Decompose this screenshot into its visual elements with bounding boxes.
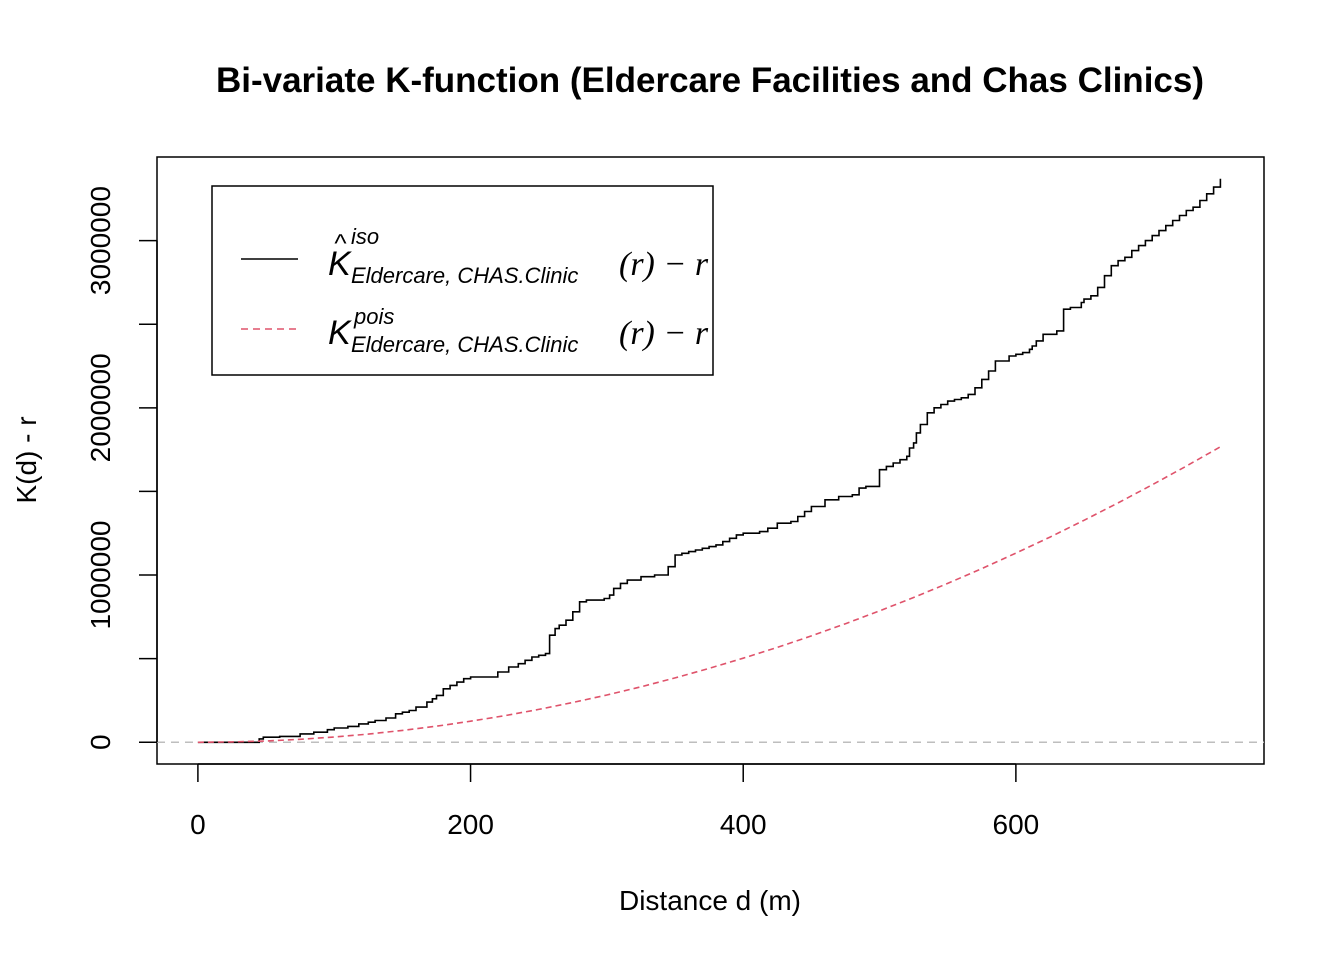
legend-sup-pois: pois (353, 304, 394, 329)
series-line-iso (197, 178, 1222, 744)
legend-sup-iso: iso (351, 224, 379, 249)
legend-rest-iso: (r) − r (619, 246, 709, 283)
series-layer (197, 178, 1222, 744)
x-tick-label: 400 (720, 809, 767, 840)
series-line-pois (197, 446, 1221, 744)
legend-box (211, 185, 714, 376)
y-axis-label: K(d) - r (11, 416, 42, 503)
y-tick-label: 3000000 (85, 186, 116, 295)
x-axis-label: Distance d (m) (619, 885, 801, 916)
x-tick-label: 600 (993, 809, 1040, 840)
legend-main-pois: K (328, 314, 352, 352)
x-tick-label: 0 (190, 809, 206, 840)
y-tick-label: 1000000 (85, 521, 116, 630)
legend-main-iso: K (328, 245, 352, 283)
legend-rest-pois: (r) − r (619, 315, 709, 352)
y-tick-label: 0 (85, 734, 116, 750)
legend-hat: ^ (334, 228, 347, 258)
legend-entry-iso: ^ K iso Eldercare, CHAS.Clinic (r) − r (328, 224, 709, 288)
chart-title: Bi-variate K-function (Eldercare Facilit… (216, 61, 1204, 100)
y-tick-label: 2000000 (85, 353, 116, 462)
x-tick-label: 200 (447, 809, 494, 840)
legend-sub-pois: Eldercare, CHAS.Clinic (351, 332, 578, 357)
x-axis: 0 200 400 600 (190, 763, 1040, 840)
legend-sub-iso: Eldercare, CHAS.Clinic (351, 263, 578, 288)
y-axis: 0 1000000 2000000 3000000 (85, 186, 158, 750)
legend-entry-pois: K pois Eldercare, CHAS.Clinic (r) − r (328, 304, 709, 357)
legend: ^ K iso Eldercare, CHAS.Clinic (r) − r K… (211, 185, 714, 376)
